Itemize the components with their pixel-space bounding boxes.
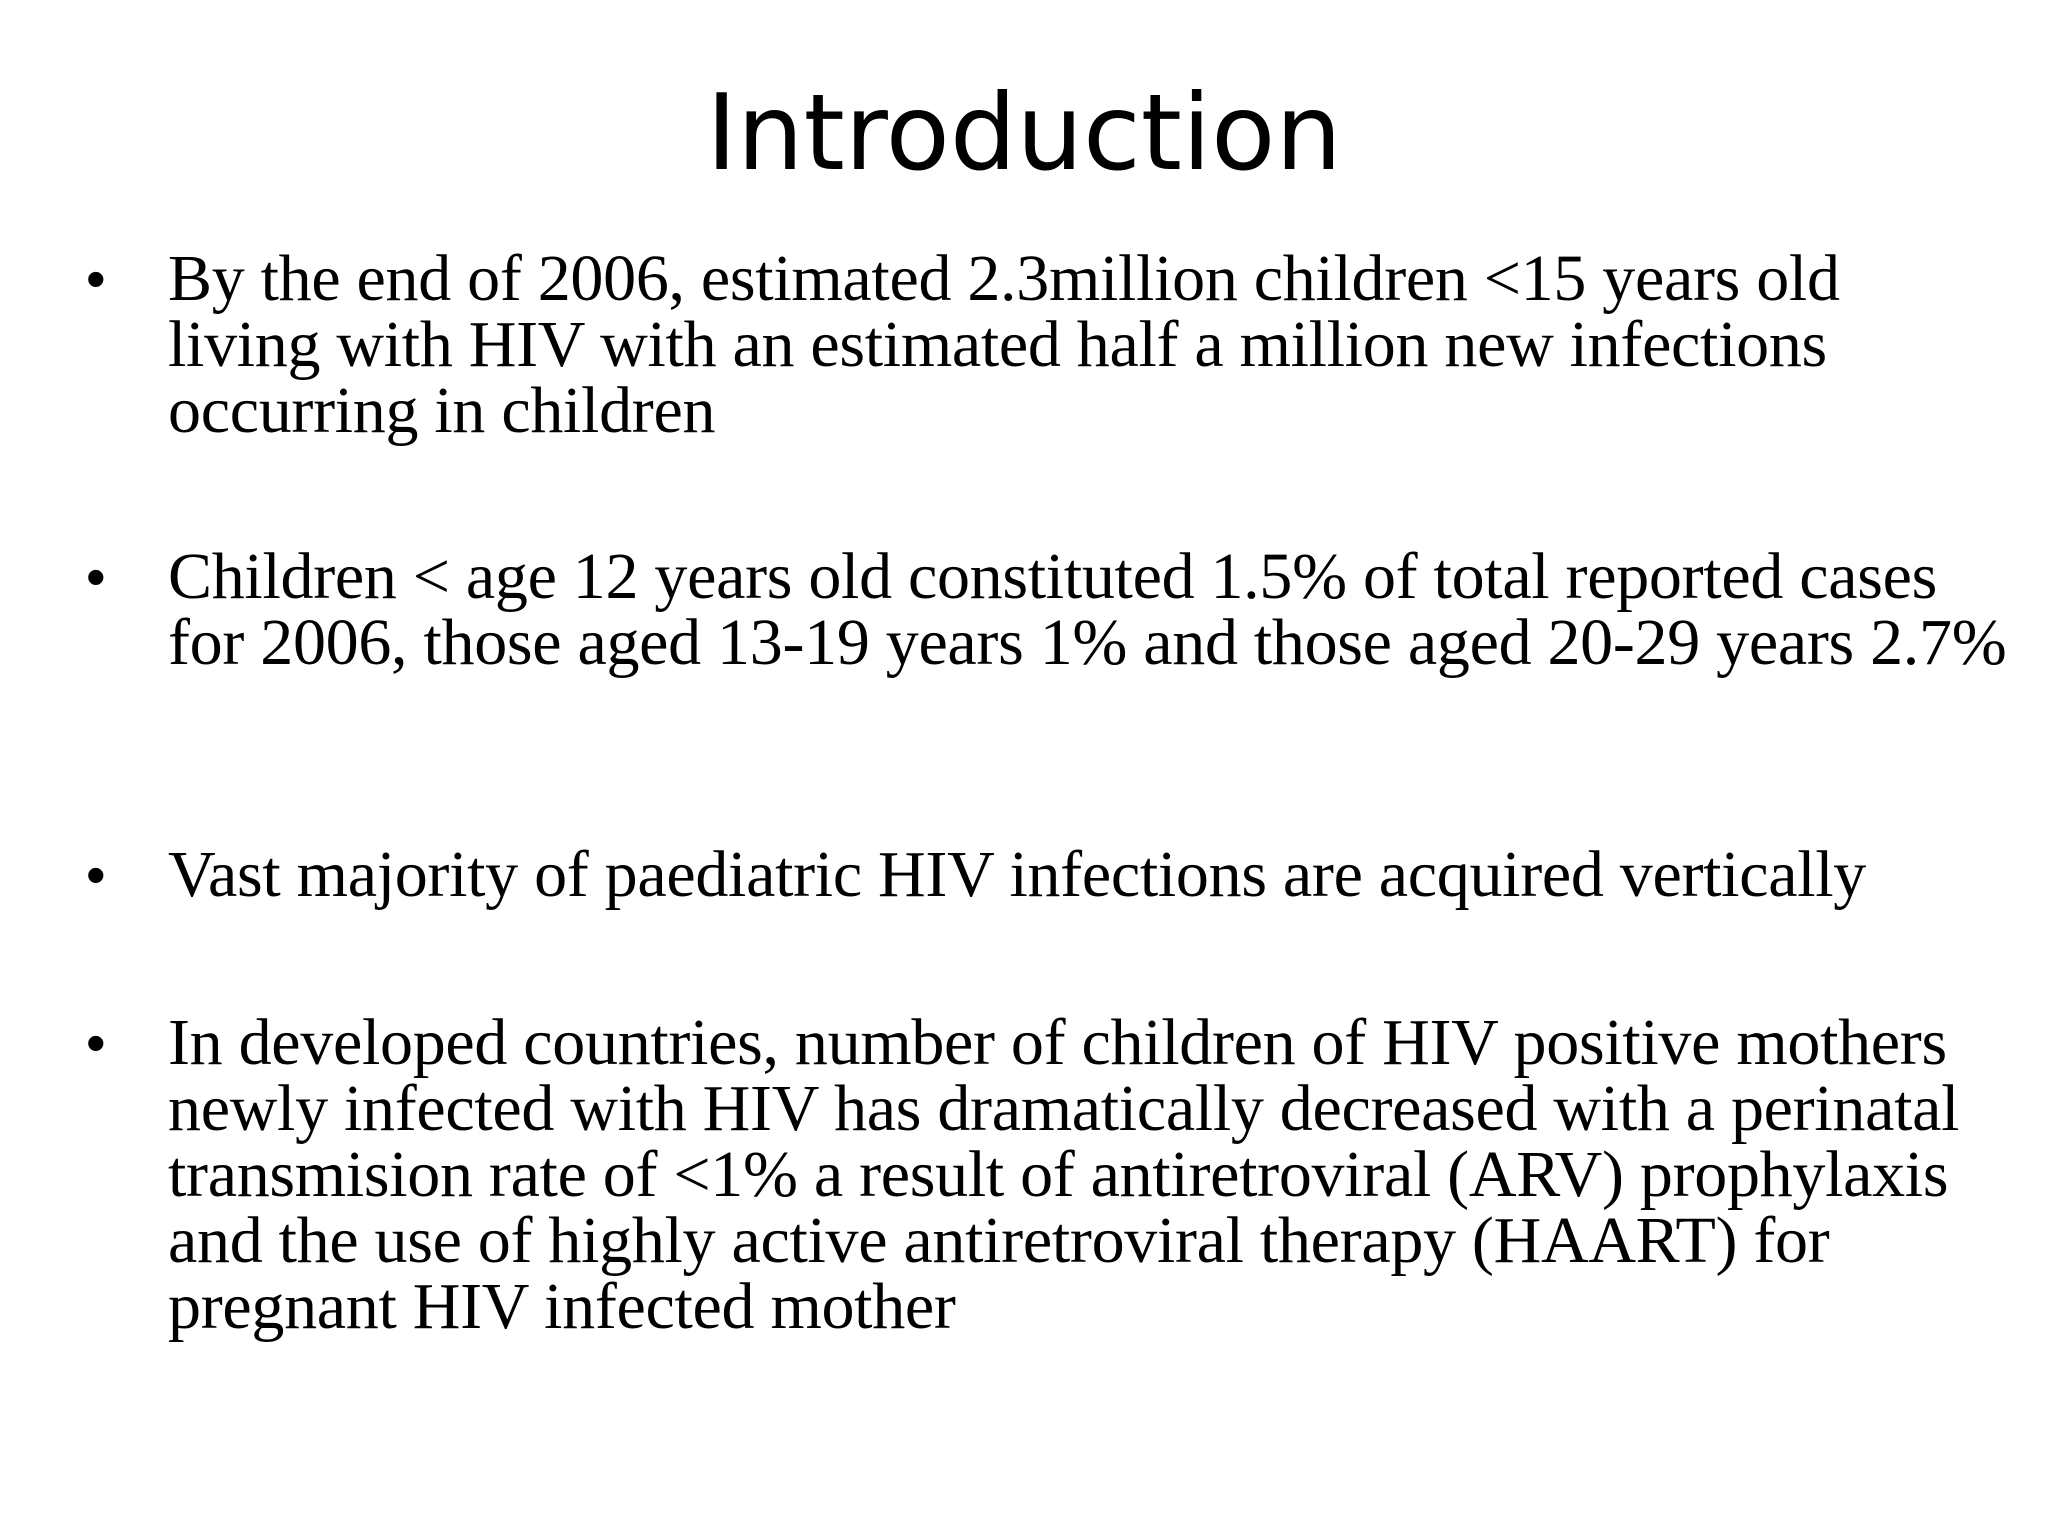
bullet-icon: • <box>86 843 106 906</box>
bullet-text: By the end of 2006, estimated 2.3million… <box>168 242 1840 447</box>
bullet-icon: • <box>86 545 106 608</box>
bullet-text: Children < age 12 years old constituted … <box>168 540 2007 679</box>
bullet-icon: • <box>86 247 106 310</box>
bullet-text: In developed countries, number of childr… <box>168 1006 1960 1343</box>
slide-title: Introduction <box>706 72 1342 194</box>
bullet-icon: • <box>86 1011 106 1074</box>
bullet-text: Vast majority of paediatric HIV infectio… <box>168 838 1866 911</box>
